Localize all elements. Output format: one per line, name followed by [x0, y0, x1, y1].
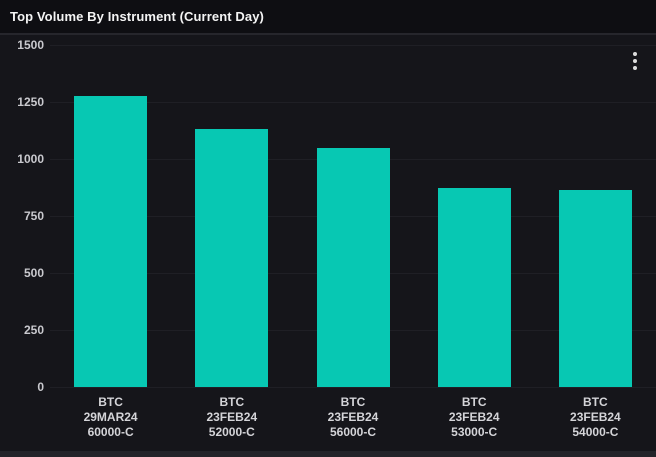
panel-title: Top Volume By Instrument (Current Day)	[10, 9, 264, 24]
bar-btc-23feb24-54000-c[interactable]	[558, 189, 632, 387]
panel-header: Top Volume By Instrument (Current Day)	[0, 0, 656, 33]
kebab-menu-icon[interactable]	[627, 49, 643, 73]
y-axis-tick-label: 1250	[17, 95, 44, 109]
y-axis-tick-label: 500	[23, 266, 44, 280]
kebab-dot	[633, 59, 637, 63]
kebab-dot	[633, 66, 637, 70]
x-axis: BTC 29MAR24 60000-C BTC 23FEB24 52000-C BT…	[50, 395, 656, 445]
plot-area	[50, 45, 656, 388]
bar-chart: 0 250 500 750 1000 1250 1500 BTC 29MAR24 60000…	[0, 35, 656, 451]
y-axis-tick-label: 250	[23, 323, 44, 337]
kebab-dot	[633, 52, 637, 56]
header-divider	[0, 33, 656, 35]
x-axis-tick-label: BTC 23FEB24 53000-C	[448, 395, 500, 439]
y-axis-tick-label: 1500	[17, 38, 44, 52]
bar-btc-23feb24-53000-c[interactable]	[437, 187, 511, 387]
x-axis-tick-label: BTC 23FEB24 56000-C	[327, 395, 379, 439]
bar-btc-29mar24-60000-c[interactable]	[74, 96, 148, 387]
x-axis-tick-label: BTC 29MAR24 60000-C	[83, 395, 138, 439]
y-axis: 0 250 500 750 1000 1250 1500	[0, 39, 44, 393]
y-axis-tick-label: 1000	[17, 152, 44, 166]
y-axis-tick-label: 750	[23, 209, 44, 223]
x-axis-tick-label: BTC 23FEB24 52000-C	[206, 395, 258, 439]
bottom-panel-edge	[0, 451, 656, 457]
y-axis-tick-label: 0	[37, 380, 44, 394]
bar-btc-23feb24-52000-c[interactable]	[195, 129, 269, 387]
bar-btc-23feb24-56000-c[interactable]	[316, 147, 390, 387]
gridline	[50, 102, 656, 103]
x-axis-tick-label: BTC 23FEB24 54000-C	[570, 395, 621, 439]
gridline	[50, 387, 656, 388]
gridline	[50, 45, 656, 46]
